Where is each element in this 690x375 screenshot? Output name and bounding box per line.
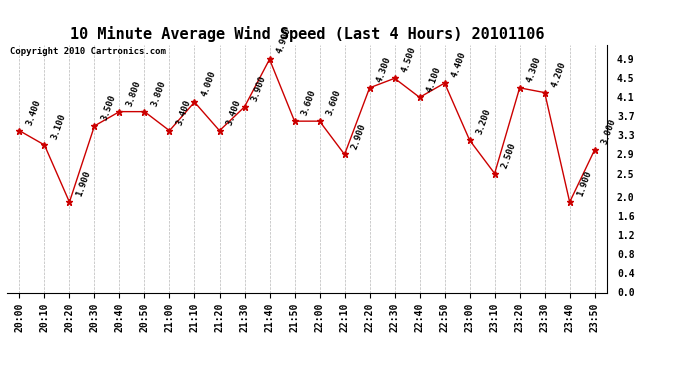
- Text: Copyright 2010 Cartronics.com: Copyright 2010 Cartronics.com: [10, 48, 166, 57]
- Text: 3.800: 3.800: [150, 79, 168, 108]
- Text: 1.900: 1.900: [75, 170, 92, 198]
- Text: 3.600: 3.600: [325, 88, 343, 117]
- Text: 4.300: 4.300: [375, 56, 393, 84]
- Text: 3.500: 3.500: [100, 93, 118, 122]
- Title: 10 Minute Average Wind Speed (Last 4 Hours) 20101106: 10 Minute Average Wind Speed (Last 4 Hou…: [70, 27, 544, 42]
- Text: 2.900: 2.900: [350, 122, 368, 150]
- Text: 3.800: 3.800: [125, 79, 143, 108]
- Text: 1.900: 1.900: [575, 170, 593, 198]
- Text: 3.400: 3.400: [175, 98, 193, 126]
- Text: 3.400: 3.400: [225, 98, 243, 126]
- Text: 3.600: 3.600: [300, 88, 318, 117]
- Text: 3.100: 3.100: [50, 112, 68, 141]
- Text: 3.000: 3.000: [600, 117, 618, 146]
- Text: 4.500: 4.500: [400, 46, 418, 74]
- Text: 4.900: 4.900: [275, 27, 293, 55]
- Text: 4.000: 4.000: [200, 70, 218, 98]
- Text: 4.300: 4.300: [525, 56, 543, 84]
- Text: 2.500: 2.500: [500, 141, 518, 170]
- Text: 3.400: 3.400: [25, 98, 43, 126]
- Text: 4.200: 4.200: [550, 60, 568, 88]
- Text: 4.400: 4.400: [450, 51, 468, 79]
- Text: 3.200: 3.200: [475, 108, 493, 136]
- Text: 3.900: 3.900: [250, 74, 268, 103]
- Text: 4.100: 4.100: [425, 65, 443, 93]
